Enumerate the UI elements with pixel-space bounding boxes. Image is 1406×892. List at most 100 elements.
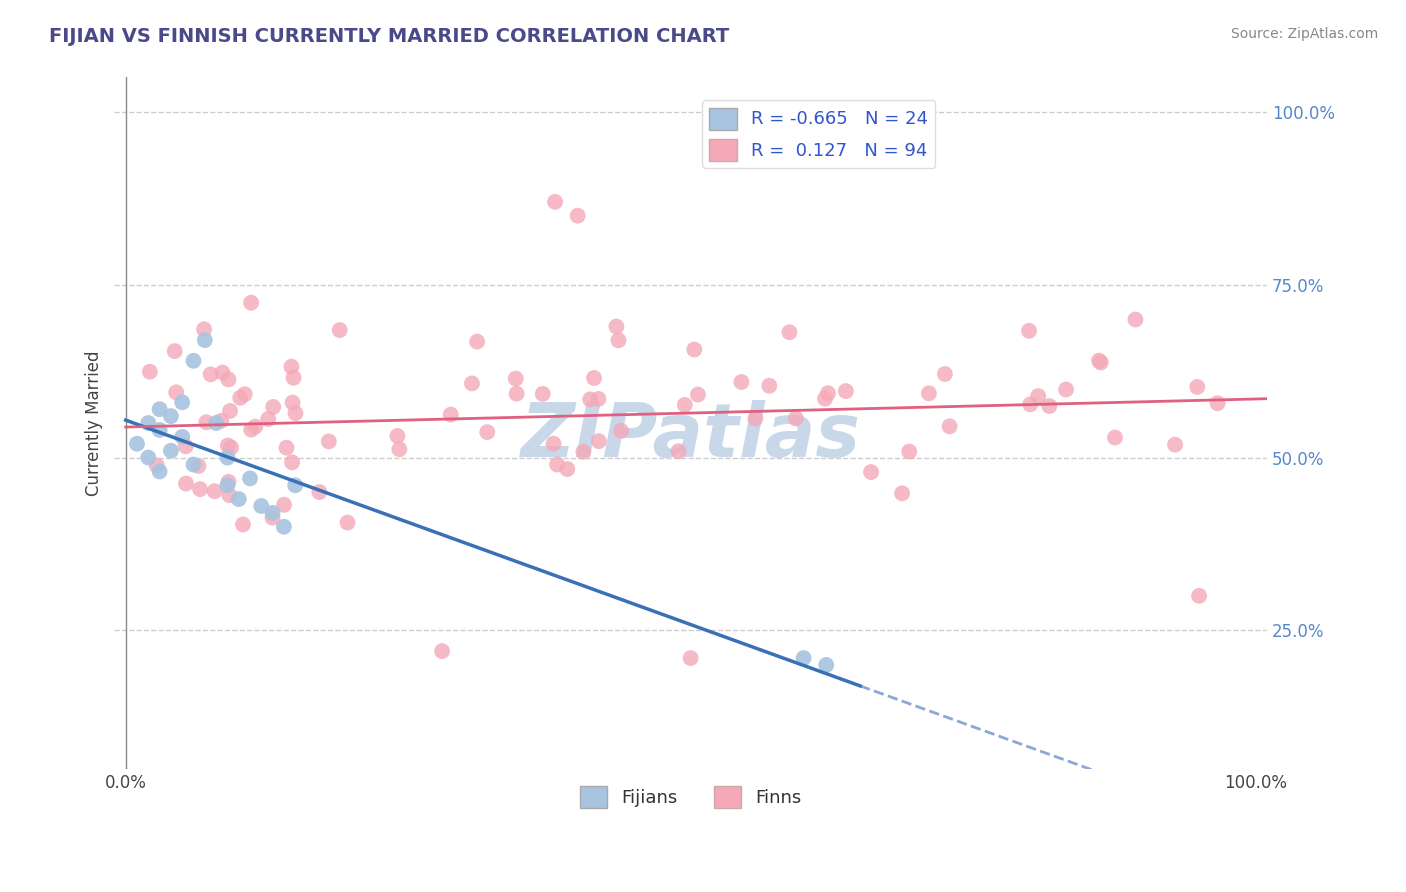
Point	[461, 376, 484, 391]
Point	[531, 387, 554, 401]
Point	[239, 471, 262, 485]
Text: Source: ZipAtlas.com: Source: ZipAtlas.com	[1230, 27, 1378, 41]
Point	[1164, 438, 1187, 452]
Point	[139, 365, 162, 379]
Point	[232, 517, 254, 532]
Point	[217, 450, 239, 465]
Point	[209, 414, 232, 428]
Point	[188, 482, 211, 496]
Point	[262, 400, 284, 414]
Point	[250, 499, 273, 513]
Point	[165, 385, 187, 400]
Point	[546, 458, 568, 472]
Point	[172, 430, 194, 444]
Point	[136, 416, 159, 430]
Point	[228, 491, 250, 506]
Point	[1125, 312, 1147, 326]
Point	[1018, 324, 1040, 338]
Point	[588, 434, 610, 449]
Point	[219, 404, 242, 418]
Point	[195, 415, 218, 429]
Point	[281, 395, 304, 409]
Point	[219, 441, 242, 455]
Point	[938, 419, 960, 434]
Point	[387, 429, 409, 443]
Point	[1206, 396, 1229, 410]
Point	[778, 326, 800, 340]
Point	[308, 485, 330, 500]
Legend: Fijians, Finns: Fijians, Finns	[572, 779, 808, 815]
Point	[336, 516, 359, 530]
Point	[240, 423, 263, 437]
Point	[281, 455, 304, 469]
Point	[572, 445, 595, 459]
Point	[229, 391, 252, 405]
Point	[835, 384, 858, 398]
Point	[440, 408, 463, 422]
Text: ZIPatlas: ZIPatlas	[520, 401, 860, 474]
Point	[146, 458, 169, 473]
Y-axis label: Currently Married: Currently Married	[86, 351, 103, 496]
Point	[607, 334, 630, 348]
Point	[567, 209, 589, 223]
Point	[918, 386, 941, 401]
Point	[174, 439, 197, 453]
Point	[125, 437, 148, 451]
Point	[187, 458, 209, 473]
Point	[240, 295, 263, 310]
Point	[898, 444, 921, 458]
Point	[163, 344, 186, 359]
Point	[465, 334, 488, 349]
Point	[543, 436, 565, 450]
Point	[1187, 380, 1209, 394]
Point	[730, 375, 752, 389]
Point	[1188, 589, 1211, 603]
Point	[262, 510, 284, 524]
Point	[217, 372, 239, 386]
Point	[679, 651, 702, 665]
Point	[204, 484, 226, 499]
Point	[583, 371, 606, 385]
Point	[218, 488, 240, 502]
Point	[273, 498, 295, 512]
Point	[233, 387, 256, 401]
Point	[579, 392, 602, 407]
Point	[194, 333, 217, 347]
Point	[605, 319, 627, 334]
Point	[814, 392, 837, 406]
Point	[205, 416, 228, 430]
Point	[555, 462, 578, 476]
Point	[217, 439, 239, 453]
Point	[160, 409, 183, 424]
Point	[860, 465, 883, 479]
Point	[588, 392, 610, 406]
Point	[318, 434, 340, 449]
Point	[273, 519, 295, 533]
Point	[217, 478, 239, 492]
Point	[1104, 431, 1126, 445]
Point	[211, 366, 233, 380]
Point	[544, 194, 567, 209]
Point	[744, 411, 766, 425]
Point	[934, 367, 956, 381]
Point	[388, 442, 411, 457]
Point	[1088, 353, 1111, 368]
Point	[218, 475, 240, 489]
Point	[136, 450, 159, 465]
Point	[280, 359, 302, 374]
Point	[1038, 399, 1060, 413]
Point	[149, 465, 172, 479]
Point	[785, 411, 807, 425]
Point	[200, 368, 222, 382]
Point	[276, 441, 298, 455]
Point	[505, 386, 527, 401]
Point	[477, 425, 499, 439]
Point	[329, 323, 352, 337]
Point	[793, 651, 815, 665]
Point	[183, 354, 205, 368]
Point	[505, 371, 527, 385]
Point	[758, 378, 780, 392]
Point	[193, 322, 215, 336]
Point	[283, 370, 305, 384]
Point	[174, 476, 197, 491]
